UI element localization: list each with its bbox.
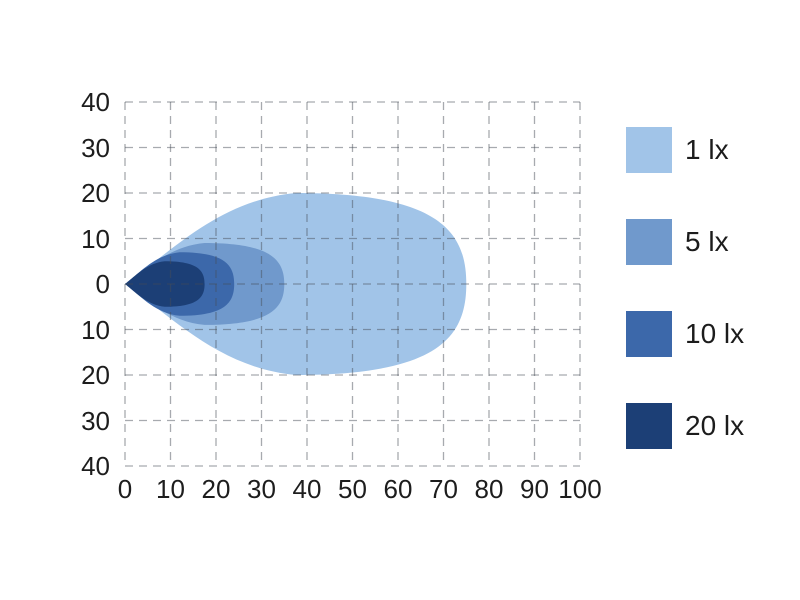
- legend-label: 1 lx: [685, 134, 729, 165]
- legend-swatch-icon: [626, 311, 672, 357]
- legend-item: 10 lx: [626, 311, 744, 357]
- x-tick-label: 50: [338, 474, 367, 504]
- legend-label: 5 lx: [685, 226, 729, 257]
- y-tick-label: 20: [81, 178, 110, 208]
- legend-label: 20 lx: [685, 410, 745, 441]
- legend-item: 5 lx: [626, 219, 744, 265]
- legend-label: 10 lx: [685, 318, 745, 349]
- legend: 1 lx 5 lx 10 lx 20 lx: [626, 127, 744, 495]
- y-tick-label: 20: [81, 360, 110, 390]
- x-tick-label: 40: [292, 474, 322, 504]
- x-tick-label: 80: [474, 474, 504, 504]
- y-tick-label: 30: [81, 132, 110, 163]
- contour-1-lx: [125, 193, 467, 375]
- y-tick-label: 40: [81, 451, 110, 481]
- y-tick-label: 30: [81, 405, 110, 436]
- x-tick-label: 0: [117, 474, 133, 504]
- legend-item: 1 lx: [626, 127, 744, 173]
- y-tick-label: 0: [95, 269, 110, 299]
- x-tick-label: 90: [520, 474, 549, 504]
- x-tick-label: 100: [558, 474, 602, 504]
- x-tick-label: 70: [429, 474, 458, 504]
- legend-swatch-icon: [626, 127, 672, 173]
- legend-swatch-icon: [626, 403, 672, 449]
- x-tick-label: 20: [201, 474, 231, 504]
- y-tick-label: 10: [81, 314, 110, 345]
- legend-swatch-icon: [626, 219, 672, 265]
- y-tick-label: 40: [81, 87, 110, 117]
- x-tick-label: 60: [383, 474, 413, 504]
- contour-20-lx: [125, 261, 205, 307]
- beam-contour-plot: [124, 101, 581, 467]
- x-tick-label: 30: [247, 474, 276, 504]
- y-tick-label: 10: [81, 223, 110, 254]
- legend-item: 20 lx: [626, 403, 744, 449]
- x-tick-label: 10: [156, 474, 185, 504]
